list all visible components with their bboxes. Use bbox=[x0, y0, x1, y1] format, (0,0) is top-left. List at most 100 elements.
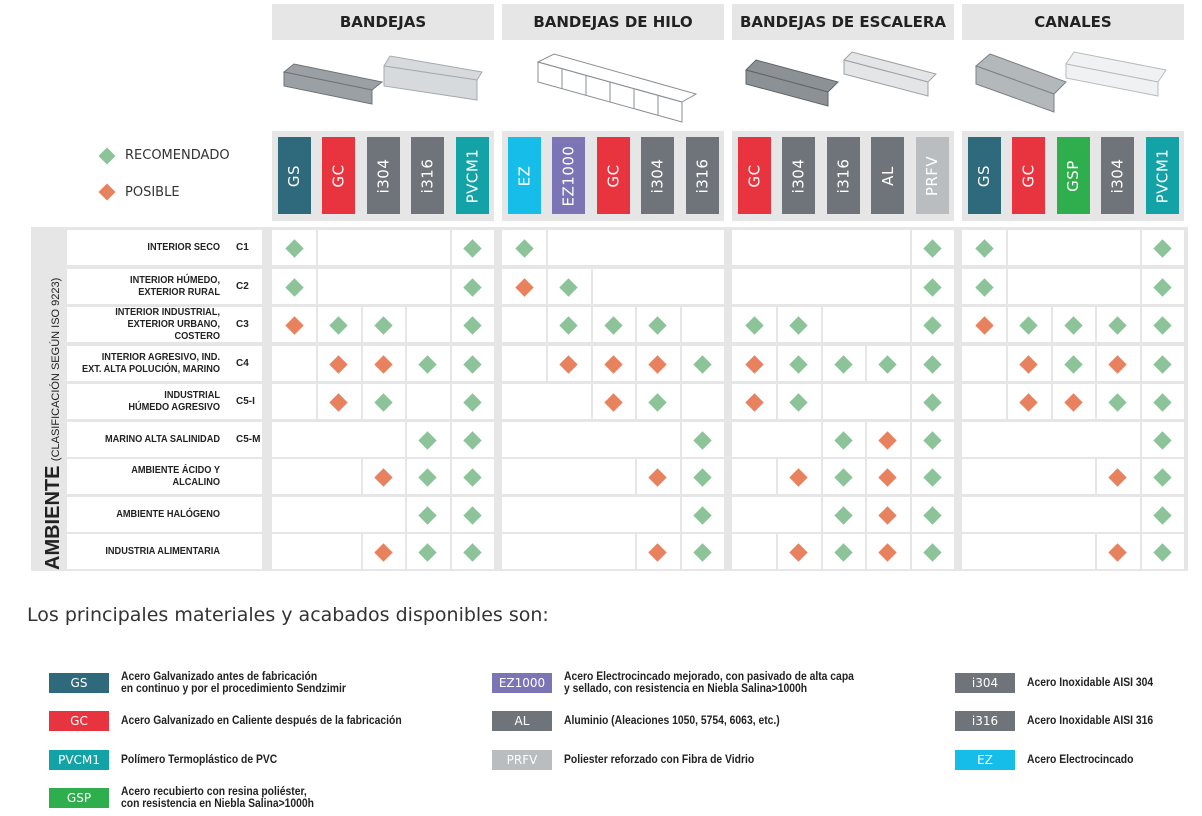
legend-badge-gsp: GSP bbox=[49, 788, 109, 808]
cell-divider bbox=[635, 459, 638, 494]
cell-divider bbox=[820, 346, 823, 381]
group-row-cell bbox=[962, 459, 1184, 494]
legend-description: Acero recubierto con resina poliéster, c… bbox=[121, 786, 315, 810]
canales-product-image bbox=[962, 42, 1184, 130]
material-badge-i304: i304 bbox=[1101, 137, 1135, 214]
cell-divider bbox=[449, 422, 452, 457]
category-header: CANALES bbox=[962, 4, 1184, 40]
cell-divider bbox=[449, 459, 452, 494]
cell-divider bbox=[1139, 346, 1142, 381]
legend-description: Acero Galvanizado antes de fabricación e… bbox=[121, 671, 346, 695]
cell-divider bbox=[590, 384, 593, 419]
ambient-title: AMBIENTE bbox=[42, 465, 64, 570]
cell-divider bbox=[1006, 346, 1009, 381]
cell-divider bbox=[909, 307, 912, 342]
cell-divider bbox=[1139, 384, 1142, 419]
cell-divider bbox=[360, 459, 363, 494]
cell-divider bbox=[449, 346, 452, 381]
cell-divider bbox=[820, 307, 823, 342]
cell-divider bbox=[1139, 534, 1142, 569]
cell-divider bbox=[776, 534, 779, 569]
bandejas-product-image bbox=[272, 42, 494, 130]
bandejas-de-hilo-product-image bbox=[502, 42, 724, 130]
cell-divider bbox=[1006, 269, 1009, 304]
row-label-cell bbox=[67, 269, 262, 304]
cell-divider bbox=[360, 534, 363, 569]
category-header: BANDEJAS DE HILO bbox=[502, 4, 724, 40]
cell-divider bbox=[590, 269, 593, 304]
row-label-cell bbox=[67, 422, 262, 457]
cell-divider bbox=[316, 384, 319, 419]
legend-badge-ez: EZ bbox=[955, 750, 1015, 770]
material-badge-pvcm1: PVCM1 bbox=[1145, 137, 1179, 214]
cell-divider bbox=[546, 269, 549, 304]
row-label-cell bbox=[67, 230, 262, 265]
cell-divider bbox=[635, 534, 638, 569]
cell-divider bbox=[820, 384, 823, 419]
row-label: MARINO ALTA SALINIDAD bbox=[105, 433, 220, 445]
group-row-cell bbox=[272, 230, 494, 265]
material-badge-gc: GC bbox=[738, 137, 771, 214]
cell-divider bbox=[360, 384, 363, 419]
cell-divider bbox=[820, 534, 823, 569]
cell-divider bbox=[590, 307, 593, 342]
cell-divider bbox=[820, 459, 823, 494]
row-label-cell bbox=[67, 497, 262, 532]
group-row-cell bbox=[962, 230, 1184, 265]
row-label: INDUSTRIA ALIMENTARIA bbox=[105, 545, 220, 557]
group-row-cell bbox=[732, 269, 954, 304]
cell-divider bbox=[679, 307, 682, 342]
cell-divider bbox=[449, 497, 452, 532]
cell-divider bbox=[405, 346, 408, 381]
bandejas-de-escalera-product-image bbox=[732, 42, 954, 130]
cell-divider bbox=[1139, 497, 1142, 532]
recommended-legend-label: RECOMENDADO bbox=[125, 148, 230, 163]
group-row-cell bbox=[272, 422, 494, 457]
cell-divider bbox=[1050, 307, 1053, 342]
row-code: C2 bbox=[236, 281, 249, 292]
material-badge-i304: i304 bbox=[782, 137, 816, 214]
material-badge-i304: i304 bbox=[366, 137, 400, 214]
material-badge-gc: GC bbox=[1012, 137, 1046, 214]
cell-divider bbox=[1006, 230, 1009, 265]
cell-divider bbox=[909, 422, 912, 457]
material-badge-ez: EZ bbox=[508, 137, 541, 214]
cell-divider bbox=[1095, 307, 1098, 342]
row-label: AMBIENTE ÁCIDO Y ALCALINO bbox=[131, 464, 220, 488]
row-label-cell bbox=[67, 346, 262, 381]
cell-divider bbox=[820, 497, 823, 532]
cell-divider bbox=[679, 346, 682, 381]
row-label-cell bbox=[67, 459, 262, 494]
group-row-cell bbox=[502, 459, 724, 494]
cell-divider bbox=[316, 269, 319, 304]
legend-badge-pvcm1: PVCM1 bbox=[49, 750, 109, 770]
legend-badge-i304: i304 bbox=[955, 673, 1015, 693]
material-badge-pvcm1: PVCM1 bbox=[455, 137, 489, 214]
cell-divider bbox=[776, 384, 779, 419]
legend-description: Acero Inoxidable AISI 304 bbox=[1027, 677, 1154, 689]
cell-divider bbox=[1139, 422, 1142, 457]
material-badge-gs: GS bbox=[278, 137, 311, 214]
possible-legend-label: POSIBLE bbox=[125, 185, 180, 200]
legend-badge-prfv: PRFV bbox=[492, 750, 552, 770]
cell-divider bbox=[1095, 346, 1098, 381]
material-badge-gc: GC bbox=[322, 137, 356, 214]
material-badge-gc: GC bbox=[596, 137, 630, 214]
cell-divider bbox=[1006, 307, 1009, 342]
legend-description: Poliester reforzado con Fibra de Vidrio bbox=[564, 754, 755, 766]
cell-divider bbox=[909, 230, 912, 265]
cell-divider bbox=[449, 534, 452, 569]
group-row-cell bbox=[962, 269, 1184, 304]
cell-divider bbox=[449, 269, 452, 304]
cell-divider bbox=[865, 346, 868, 381]
cell-divider bbox=[635, 384, 638, 419]
cell-divider bbox=[1139, 459, 1142, 494]
group-row-cell bbox=[502, 534, 724, 569]
group-row-cell bbox=[502, 230, 724, 265]
group-row-cell bbox=[732, 384, 954, 419]
legend-description: Polímero Termoplástico de PVC bbox=[121, 754, 278, 766]
cell-divider bbox=[1095, 384, 1098, 419]
cell-divider bbox=[360, 307, 363, 342]
cell-divider bbox=[449, 384, 452, 419]
cell-divider bbox=[679, 497, 682, 532]
